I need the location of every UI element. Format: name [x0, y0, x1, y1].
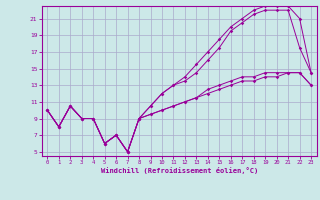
- X-axis label: Windchill (Refroidissement éolien,°C): Windchill (Refroidissement éolien,°C): [100, 167, 258, 174]
